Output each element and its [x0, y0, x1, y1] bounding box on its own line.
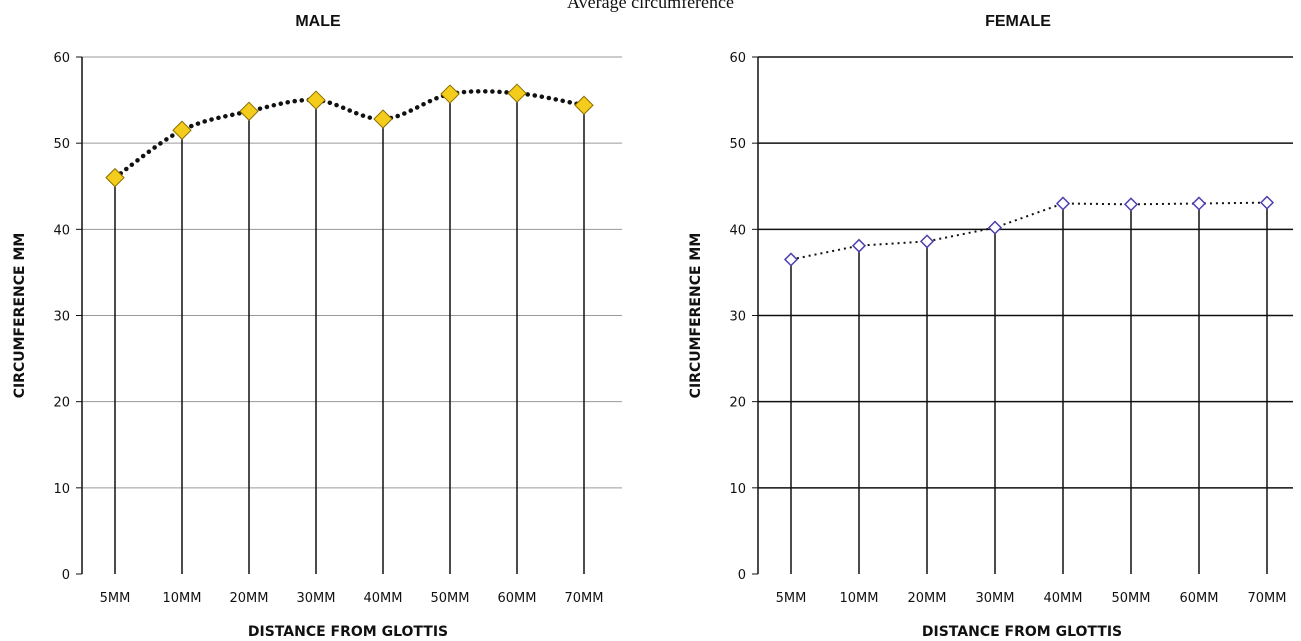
data-point: [987, 220, 1003, 235]
data-point: [783, 252, 799, 267]
chart-title: MALE: [295, 13, 341, 30]
x-tick-label: 30MM: [297, 591, 336, 606]
y-axis-label: CIRCUMFERENCE MM: [12, 233, 28, 399]
x-tick-label: 50MM: [431, 591, 470, 606]
x-tick-label: 30MM: [976, 591, 1015, 606]
data-point: [239, 101, 259, 121]
y-tick-label: 20: [53, 396, 70, 411]
data-point: [1123, 197, 1139, 212]
y-axis-label: CIRCUMFERENCE MM: [688, 233, 704, 399]
y-tick-label: 50: [729, 137, 746, 152]
y-tick-label: 30: [729, 310, 746, 325]
x-tick-label: 40MM: [364, 591, 403, 606]
figure-title: Average circumference: [566, 0, 735, 12]
x-tick-label: 50MM: [1112, 591, 1151, 606]
x-tick-label: 20MM: [908, 591, 947, 606]
y-tick-label: 0: [62, 568, 70, 583]
chart-0: 0 10 20 30 40 50 60 5MM 10MM 20MM 30MM 40MM 50MM 60MM…: [12, 13, 622, 640]
y-tick-label: 10: [729, 482, 746, 497]
x-axis-label: DISTANCE FROM GLOTTIS: [922, 624, 1122, 640]
chart-1: 0 10 20 30 40 50 60 5MM 10MM 20MM 30MM 40MM 50MM 60MM…: [688, 13, 1293, 640]
data-point: [1191, 196, 1207, 211]
x-tick-label: 70MM: [565, 591, 604, 606]
x-tick-label: 10MM: [840, 591, 879, 606]
data-point: [172, 120, 192, 140]
x-tick-label: 60MM: [1180, 591, 1219, 606]
y-tick-label: 40: [53, 223, 70, 238]
data-point: [373, 109, 393, 129]
x-tick-label: 70MM: [1248, 591, 1287, 606]
data-point: [440, 84, 460, 104]
chart-title: FEMALE: [985, 13, 1051, 30]
data-point: [574, 95, 594, 115]
data-point: [306, 90, 326, 110]
x-tick-label: 40MM: [1044, 591, 1083, 606]
x-tick-label: 60MM: [498, 591, 537, 606]
x-axis-label: DISTANCE FROM GLOTTIS: [248, 624, 448, 640]
data-point: [919, 234, 935, 249]
x-tick-label: 10MM: [163, 591, 202, 606]
data-point: [105, 167, 125, 188]
y-tick-label: 10: [53, 482, 70, 497]
x-tick-label: 5MM: [100, 591, 131, 606]
series-line: [790, 201, 1268, 261]
data-point: [507, 83, 527, 103]
x-tick-label: 20MM: [230, 591, 269, 606]
y-tick-label: 0: [738, 568, 746, 583]
y-tick-label: 30: [53, 310, 70, 325]
y-tick-label: 60: [53, 51, 70, 66]
data-point: [851, 238, 867, 253]
x-tick-label: 5MM: [776, 591, 807, 606]
y-tick-label: 60: [729, 51, 746, 66]
y-tick-label: 50: [53, 137, 70, 152]
y-tick-label: 40: [729, 223, 746, 238]
y-tick-label: 20: [729, 396, 746, 411]
data-point: [1055, 196, 1071, 211]
data-point: [1259, 195, 1275, 210]
